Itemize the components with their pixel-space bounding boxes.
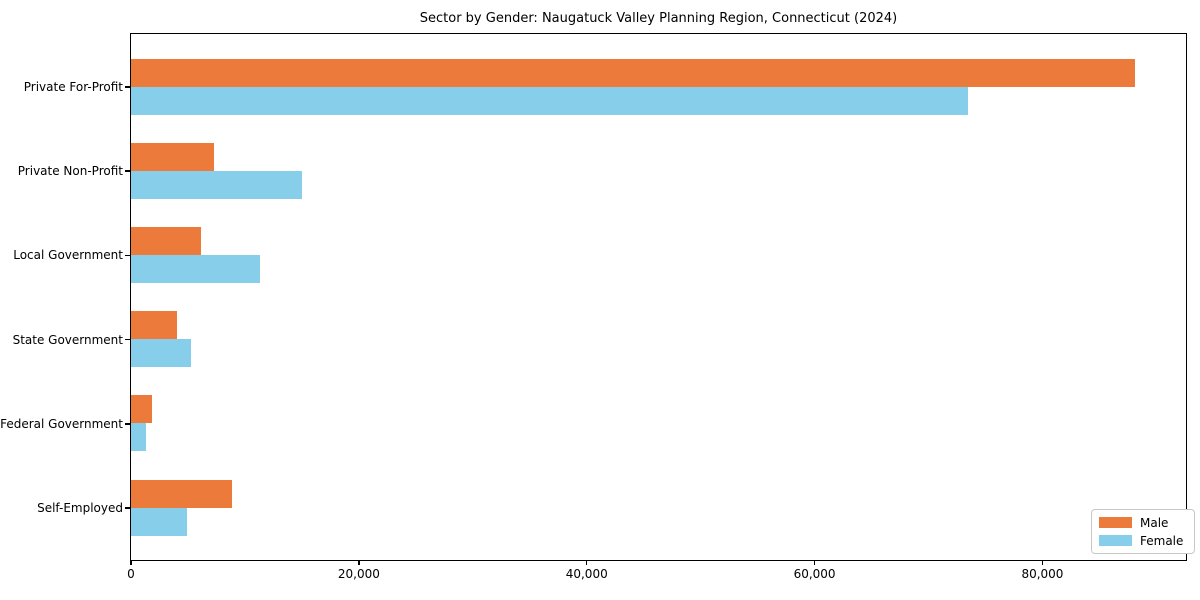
female-bar — [130, 170, 303, 199]
female-bar — [130, 507, 187, 536]
male-bar — [130, 142, 214, 171]
legend: Male Female — [1091, 509, 1196, 554]
legend-label-male: Male — [1140, 515, 1169, 530]
x-tick-mark — [130, 560, 132, 565]
x-tick-label: 80,000 — [1021, 567, 1064, 581]
x-tick-label: 20,000 — [337, 567, 380, 581]
x-tick-mark — [813, 560, 816, 565]
x-tick-mark — [358, 560, 360, 565]
legend-swatch-male — [1099, 517, 1132, 528]
x-tick-mark — [585, 560, 588, 565]
legend-row: Male — [1099, 515, 1183, 530]
male-bar — [130, 479, 232, 508]
y-tick-mark — [124, 254, 130, 257]
male-bar — [130, 311, 177, 340]
male-bar — [130, 395, 152, 424]
chart-title: Sector by Gender: Naugatuck Valley Plann… — [419, 11, 898, 26]
female-bar — [130, 254, 260, 283]
y-tick-label: Local Government — [13, 248, 123, 263]
y-tick-label: Private Non-Profit — [17, 164, 123, 179]
x-tick-label: 60,000 — [793, 567, 836, 581]
female-bar — [130, 339, 191, 368]
y-tick-label: Self-Employed — [37, 501, 123, 515]
y-tick-label: Private For-Profit — [23, 80, 123, 94]
male-bar — [130, 226, 201, 255]
y-tick-mark — [124, 338, 130, 341]
y-tick-mark — [124, 86, 130, 88]
female-bar — [130, 423, 146, 452]
y-tick-mark — [124, 507, 130, 509]
legend-swatch-female — [1099, 535, 1132, 546]
x-tick-mark — [1041, 560, 1044, 565]
y-tick-label: State Government — [12, 332, 123, 347]
y-tick-mark — [124, 170, 130, 172]
legend-row: Female — [1099, 533, 1183, 548]
female-bar — [130, 86, 968, 115]
y-tick-mark — [124, 423, 130, 425]
x-tick-label: 40,000 — [565, 567, 608, 581]
y-tick-label: Federal Government — [0, 416, 123, 431]
plot-area — [129, 32, 1187, 561]
x-tick-label: 0 — [127, 567, 135, 581]
male-bar — [130, 58, 1136, 87]
legend-label-female: Female — [1140, 533, 1184, 548]
